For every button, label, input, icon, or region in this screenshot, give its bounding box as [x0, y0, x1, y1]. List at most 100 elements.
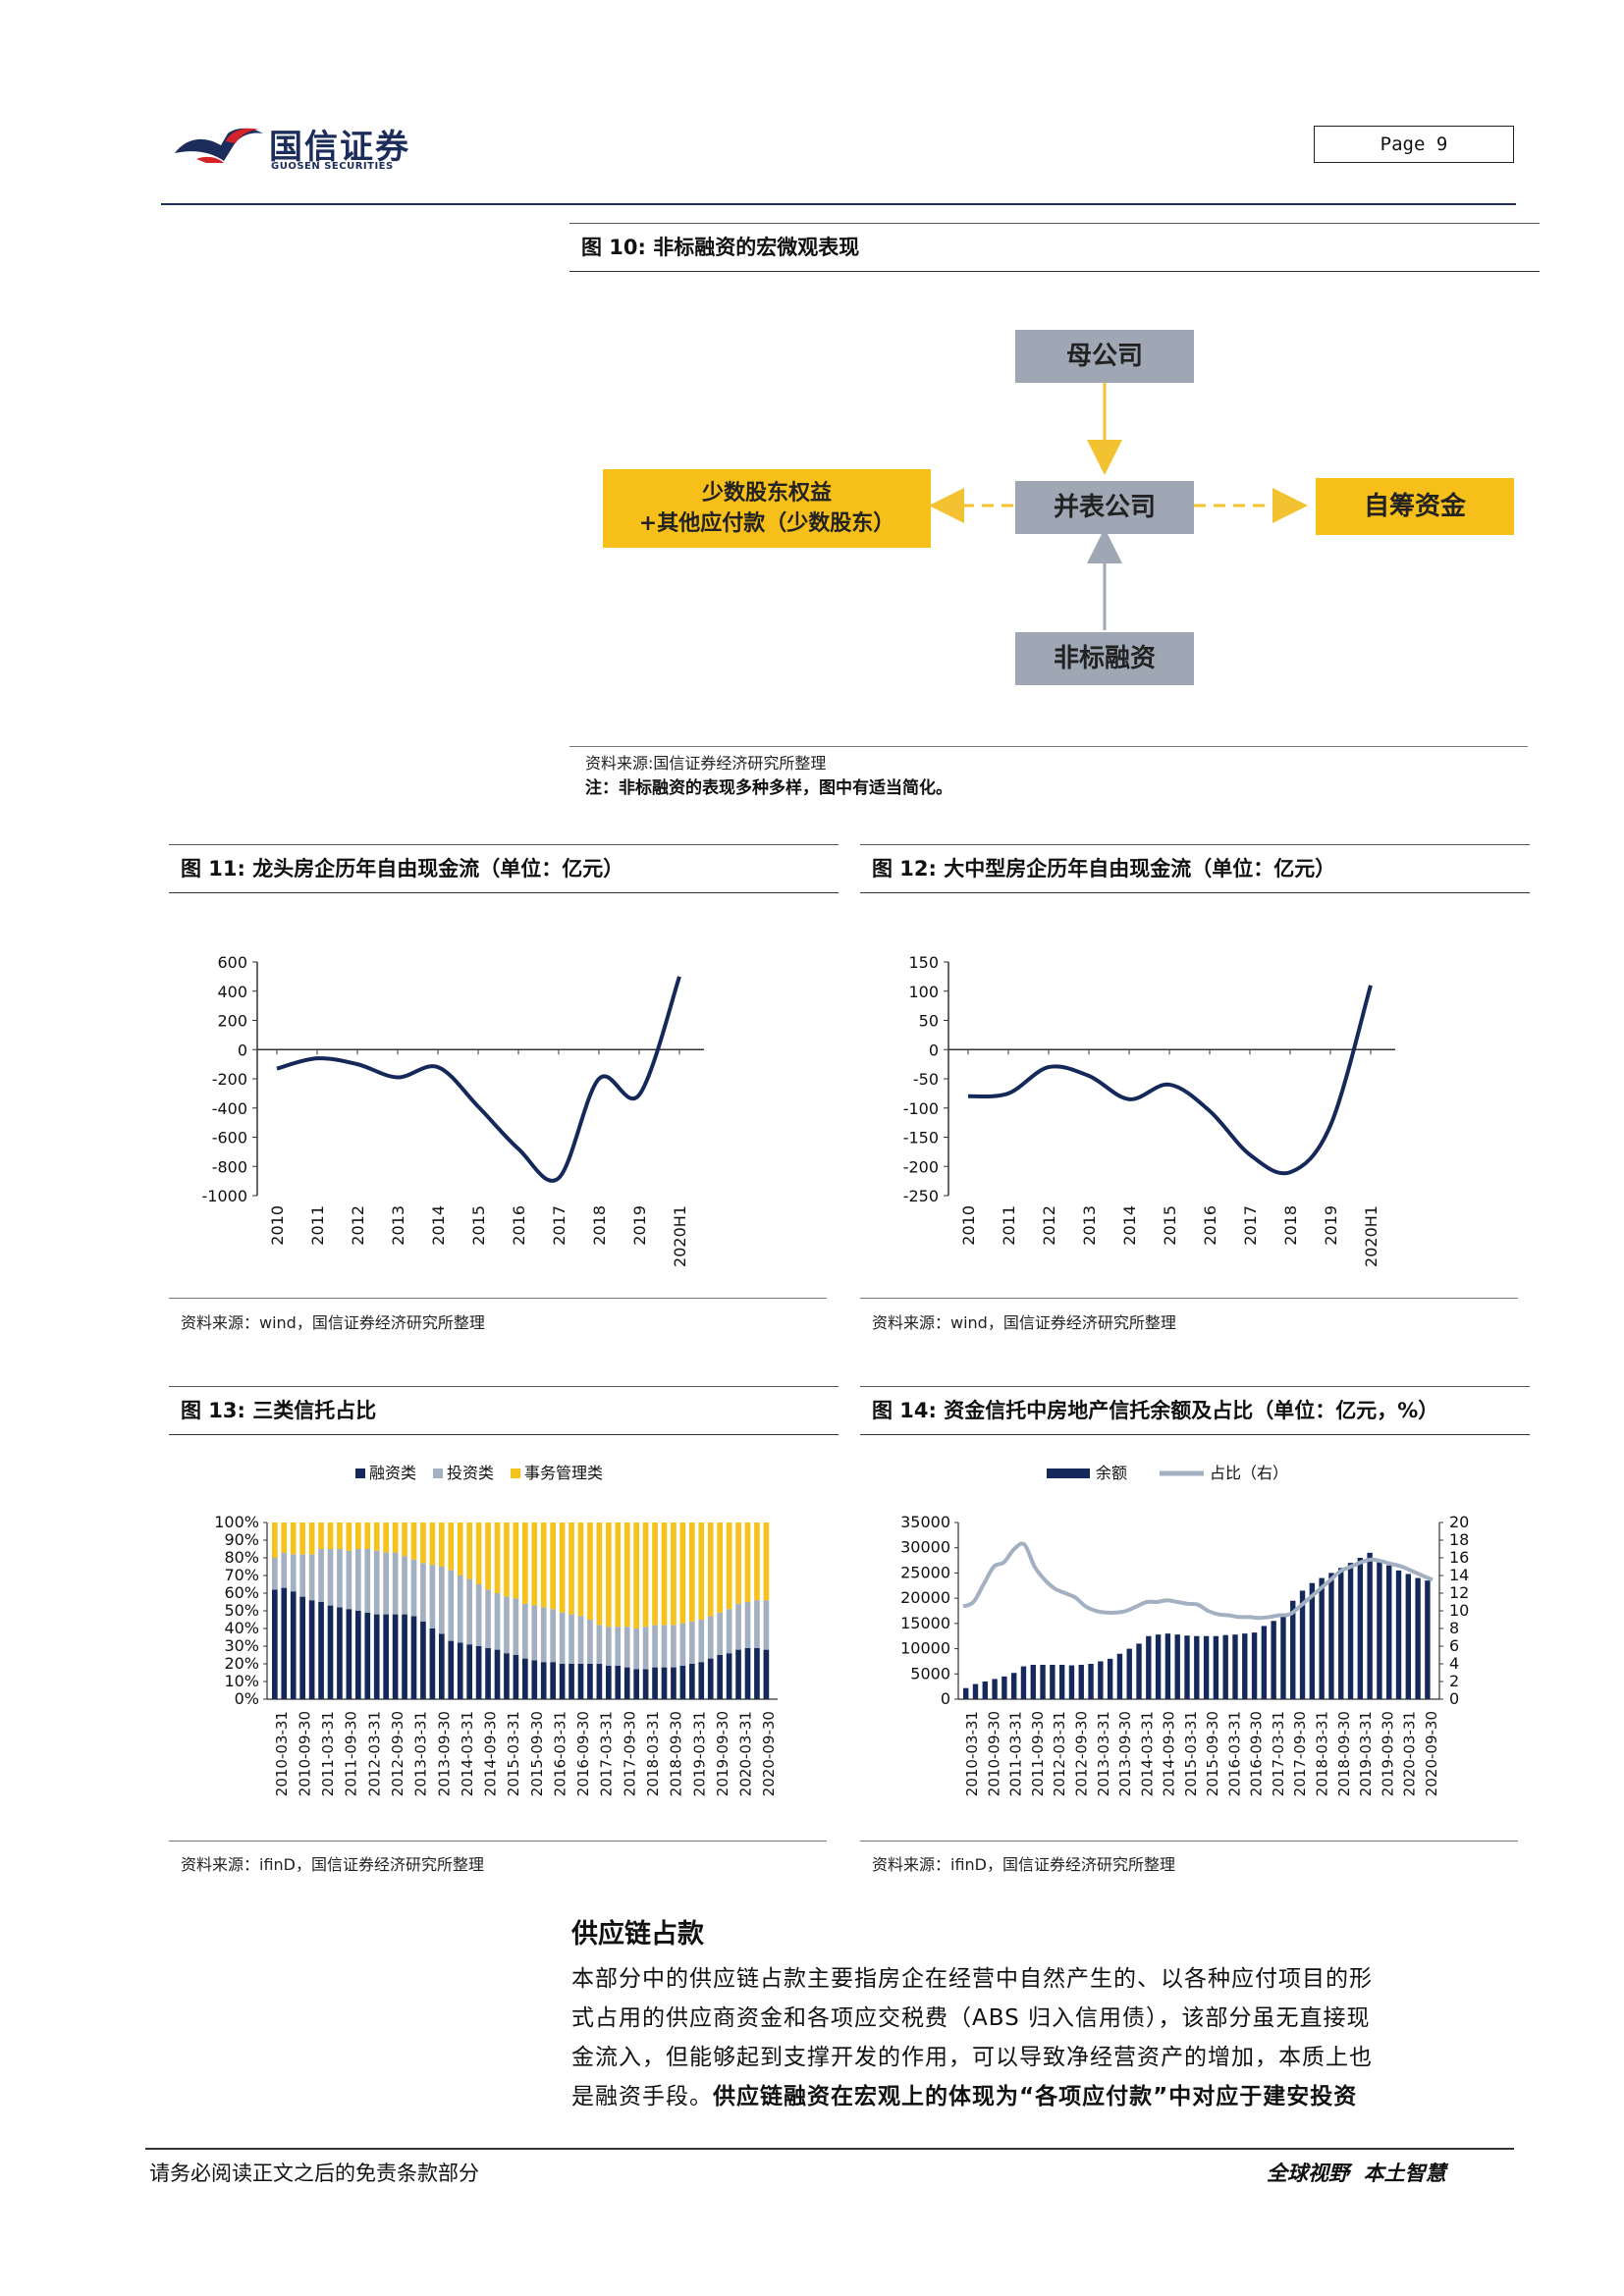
bar-management — [717, 1522, 723, 1613]
legend-label: 融资类 — [369, 1464, 416, 1482]
box-consolidated-company: 并表公司 — [1015, 481, 1194, 534]
bar-financing — [735, 1649, 741, 1699]
bar-financing — [448, 1640, 455, 1699]
fig13-source: 资料来源：ifinD，国信证券经济研究所整理 — [181, 1855, 484, 1874]
y-tick-label: -250 — [903, 1187, 939, 1205]
bar-management — [522, 1522, 528, 1604]
x-tick-label: 2010 — [268, 1205, 287, 1246]
page-number-box: Page 9 — [1314, 126, 1514, 163]
bar-management — [448, 1522, 455, 1571]
bar-financing — [383, 1614, 389, 1699]
bar-balance — [1328, 1573, 1334, 1699]
bar-management — [355, 1522, 361, 1549]
bar-financing — [475, 1646, 482, 1699]
bar-investment — [726, 1609, 732, 1654]
fig11-title: 图 11: 龙头房企历年自由现金流（单位：亿元） — [169, 844, 839, 893]
x-tick-label: 2015-03-31 — [1182, 1711, 1200, 1796]
x-tick-label: 2016 — [510, 1205, 528, 1246]
y-tick-label: -800 — [212, 1157, 247, 1176]
x-tick-label: 2016-09-30 — [574, 1711, 592, 1796]
y-tick-label: 150 — [908, 953, 939, 972]
bar-investment — [457, 1575, 463, 1643]
bar-balance — [1290, 1600, 1296, 1699]
y-right-tick-label: 14 — [1449, 1566, 1469, 1584]
bar-investment — [550, 1609, 556, 1663]
bar-management — [689, 1522, 695, 1622]
y-tick-label: 80% — [224, 1548, 259, 1567]
section-body: 本部分中的供应链占款主要指房企在经营中自然产生的、以各种应付项目的形 式占用的供… — [571, 1959, 1514, 2116]
bar-balance — [1405, 1574, 1411, 1699]
x-tick-label: 2019 — [1322, 1205, 1340, 1246]
y-right-tick-label: 12 — [1449, 1583, 1469, 1602]
x-tick-label: 2012 — [1040, 1205, 1058, 1246]
x-tick-label: 2011-09-30 — [343, 1711, 360, 1796]
bar-financing — [717, 1655, 723, 1699]
bar-financing — [457, 1642, 463, 1699]
logo: 国信证券 GUOSEN SECURITIES — [167, 116, 408, 175]
bar-management — [726, 1522, 732, 1610]
bar-balance — [1155, 1634, 1162, 1699]
y-tick-label: -200 — [903, 1157, 939, 1176]
legend-label: 占比（右） — [1210, 1464, 1288, 1482]
box-self-funds: 自筹资金 — [1316, 478, 1514, 535]
bar-investment — [623, 1627, 630, 1668]
bar-management — [466, 1522, 472, 1579]
y-right-tick-label: 0 — [1449, 1689, 1459, 1708]
bar-management — [410, 1522, 417, 1560]
bar-investment — [485, 1589, 491, 1648]
bar-financing — [466, 1644, 472, 1699]
bar-balance — [1136, 1643, 1142, 1699]
bar-management — [420, 1522, 426, 1564]
bar-management — [698, 1522, 705, 1620]
body-line-4: 是融资手段。供应链融资在宏观上的体现为“各项应付款”中对应于建安投资 — [571, 2077, 1514, 2116]
bar-management — [763, 1522, 770, 1601]
bar-investment — [689, 1621, 695, 1664]
bar-balance — [1184, 1635, 1190, 1699]
bar-balance — [1050, 1665, 1056, 1699]
box-nonstandard-financing: 非标融资 — [1015, 632, 1194, 685]
bar-management — [402, 1522, 407, 1557]
logo-subtitle: GUOSEN SECURITIES — [271, 161, 394, 172]
logo-mark-icon — [175, 128, 263, 163]
x-tick-label: 2017-09-30 — [1291, 1711, 1309, 1796]
bar-balance — [1088, 1664, 1094, 1699]
bar-investment — [679, 1623, 686, 1666]
x-tick-label: 2018 — [1281, 1205, 1300, 1246]
x-tick-label: 2017 — [1241, 1205, 1260, 1246]
x-tick-label: 2017-09-30 — [621, 1711, 638, 1796]
body-line-2: 式占用的供应商资金和各项应交税费（ABS 归入信用债），该部分虽无直接现 — [571, 2005, 1371, 2031]
bar-investment — [559, 1612, 566, 1664]
bar-investment — [466, 1578, 472, 1645]
ratio-line — [962, 1541, 1434, 1621]
bar-balance — [1146, 1635, 1152, 1699]
bar-management — [485, 1522, 491, 1590]
bar-balance — [1164, 1633, 1171, 1699]
bar-management — [346, 1522, 352, 1551]
bar-investment — [615, 1627, 622, 1666]
x-tick-label: 2011 — [1000, 1205, 1018, 1246]
x-tick-label: 2013-03-31 — [1095, 1711, 1112, 1796]
x-tick-label: 2017-03-31 — [598, 1711, 616, 1796]
x-tick-label: 2014-03-31 — [459, 1711, 476, 1796]
legend-label: 事务管理类 — [524, 1464, 603, 1482]
legend-swatch — [433, 1468, 443, 1478]
bar-balance — [1367, 1552, 1373, 1699]
x-tick-label: 2015-03-31 — [505, 1711, 522, 1796]
x-tick-label: 2012 — [349, 1205, 367, 1246]
y-right-tick-label: 6 — [1449, 1636, 1459, 1655]
body-line-1: 本部分中的供应链占款主要指房企在经营中自然产生的、以各种应付项目的形 — [571, 1966, 1373, 1992]
bar-balance — [1309, 1582, 1316, 1699]
box-minority-interest: 少数股东权益 +其他应付款（少数股东） — [603, 469, 931, 548]
x-tick-label: 2016-09-30 — [1248, 1711, 1266, 1796]
x-tick-label: 2018 — [590, 1205, 609, 1246]
bar-investment — [568, 1614, 574, 1664]
y-tick-label: 600 — [217, 953, 247, 972]
bar-management — [652, 1522, 658, 1626]
bar-management — [439, 1522, 445, 1567]
bar-financing — [522, 1658, 528, 1699]
x-tick-label: 2014-09-30 — [1161, 1711, 1178, 1796]
bar-investment — [596, 1625, 603, 1664]
series-line — [967, 985, 1373, 1176]
bar-balance — [992, 1679, 998, 1699]
bar-financing — [531, 1660, 538, 1699]
